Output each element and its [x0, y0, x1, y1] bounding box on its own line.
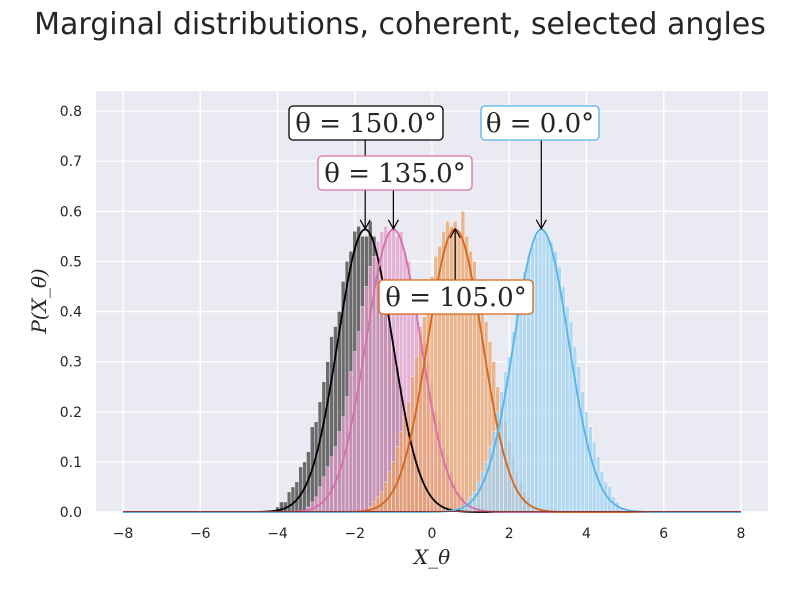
annotation-text-1: θ = 135.0°	[324, 159, 465, 189]
y-tick-label: 0.6	[60, 204, 82, 220]
annotation-2: θ = 105.0°	[378, 227, 534, 315]
y-tick-label: 0.3	[60, 355, 82, 371]
hist-bar-s2-2	[375, 496, 381, 513]
annotation-3: θ = 0.0°	[480, 105, 600, 231]
hist-bar-s1-10	[344, 396, 350, 513]
annotation-0: θ = 150.0°	[288, 105, 444, 231]
hist-bar-s2-5	[387, 471, 392, 513]
x-tick-label: 4	[582, 526, 591, 542]
hist-bar-s3-31	[580, 391, 585, 513]
hist-bar-s3-14	[514, 311, 520, 513]
hist-bar-s3-30	[576, 366, 581, 513]
y-tick-label: 0.5	[60, 254, 82, 270]
y-tick-label: 0.0	[60, 505, 82, 521]
hist-bar-s2-15	[426, 291, 431, 513]
hist-bar-s0-6	[298, 466, 303, 513]
x-tick-label: −8	[113, 526, 134, 542]
y-tick-label: 0.2	[60, 405, 82, 421]
hist-bar-s2-21	[449, 226, 454, 513]
x-tick-label: 2	[505, 526, 514, 542]
x-tick-label: −4	[267, 526, 288, 542]
hist-bar-s0-4	[290, 486, 296, 513]
hist-bar-s1-5	[325, 466, 330, 513]
hist-bar-s2-12	[414, 356, 419, 513]
hist-bar-s1-12	[352, 351, 357, 513]
hist-bar-s2-24	[460, 211, 466, 513]
hist-bar-s1-13	[356, 331, 361, 513]
annotation-text-2: θ = 105.0°	[385, 283, 526, 313]
hist-bar-s2-4	[383, 481, 388, 513]
hist-bar-s1-2	[314, 496, 319, 513]
x-tick-label: −2	[344, 526, 365, 542]
hist-bar-s3-21	[541, 231, 547, 513]
hist-bar-s3-23	[549, 241, 554, 513]
hist-bar-s1-14	[360, 306, 365, 513]
hist-bar-s2-25	[464, 236, 469, 513]
chart-title: Marginal distributions, coherent, select…	[34, 7, 766, 42]
hist-bar-s2-10	[406, 401, 411, 513]
annotation-text-0: θ = 150.0°	[295, 109, 436, 139]
hist-bar-s2-3	[379, 491, 384, 513]
y-tick-labels: 0.0 0.1 0.2 0.3 0.4 0.5 0.6 0.7 0.8	[60, 104, 82, 521]
hist-bar-s3-33	[588, 426, 593, 513]
annotation-text-3: θ = 0.0°	[486, 109, 594, 139]
hist-bar-s2-13	[418, 331, 423, 513]
annotations: θ = 150.0° θ = 135.0° θ = 105.0° θ = 0.0°	[288, 105, 600, 315]
annotation-arrowhead-2	[449, 227, 461, 239]
hist-bar-s2-1	[371, 501, 377, 513]
hist-bar-s0-3	[286, 491, 292, 513]
hist-bar-s1-3	[317, 486, 323, 513]
hist-bar-s3-5	[480, 471, 485, 513]
hist-bar-s2-19	[441, 231, 446, 513]
hist-bar-s3-4	[476, 481, 481, 513]
hist-bar-s3-20	[538, 231, 543, 513]
x-axis-label: X_θ	[412, 545, 450, 569]
hist-bar-s3-2	[468, 496, 473, 513]
hist-bar-s3-15	[518, 291, 523, 513]
y-tick-label: 0.8	[60, 104, 82, 120]
x-tick-label: 8	[737, 526, 746, 542]
annotation-box-0	[288, 105, 444, 141]
x-tick-label: 6	[659, 526, 668, 542]
hist-bar-s3-22	[545, 236, 550, 513]
annotation-box-2	[378, 279, 534, 315]
hist-bar-s1-6	[329, 456, 334, 513]
x-tick-label: −6	[190, 526, 211, 542]
annotation-1: θ = 135.0°	[317, 155, 473, 231]
hist-bar-s2-23	[456, 231, 462, 513]
y-tick-label: 0.4	[60, 305, 82, 321]
annotation-box-3	[480, 105, 600, 141]
annotation-arrowhead-0	[359, 219, 371, 231]
hist-bar-s3-19	[534, 236, 539, 513]
x-tick-labels: −8 −6 −4 −2 0 2 4 6 8	[113, 526, 746, 542]
hist-bar-s1-4	[321, 476, 326, 513]
y-axis-label: P(X_θ)	[27, 268, 51, 334]
hist-bar-s3-34	[592, 441, 597, 513]
annotation-arrowhead-1	[387, 219, 399, 231]
hist-bar-s1-1	[310, 501, 315, 513]
hist-bar-s1-20	[383, 226, 388, 513]
annotation-box-1	[317, 155, 473, 191]
hist-bar-s3-25	[557, 266, 562, 513]
hist-bar-s1-11	[348, 371, 354, 513]
hist-bar-s3-32	[584, 411, 589, 513]
x-tick-label: 0	[428, 526, 437, 542]
y-tick-label: 0.7	[60, 154, 82, 170]
annotation-arrowhead-3	[535, 219, 547, 231]
hist-bar-s1-21	[387, 231, 392, 513]
y-tick-label: 0.1	[60, 455, 82, 471]
hist-bar-s3-24	[553, 251, 558, 513]
hist-bar-s1-15	[364, 286, 369, 513]
